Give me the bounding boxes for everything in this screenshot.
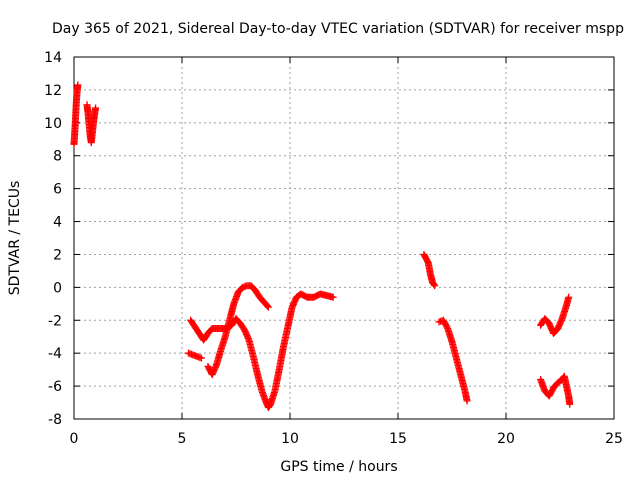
y-axis-label: SDTVAR / TECUs	[7, 181, 23, 296]
x-tick-label: 5	[178, 431, 187, 447]
y-tick-label: 0	[53, 280, 62, 296]
data-point	[74, 81, 82, 89]
data-point	[566, 400, 574, 408]
series-arc-f	[420, 250, 439, 290]
series-arc-c	[184, 349, 205, 362]
y-tick-label: -4	[48, 346, 62, 362]
y-tick-label: 8	[53, 149, 62, 165]
data-point	[431, 282, 439, 290]
x-tick-label: 25	[605, 431, 623, 447]
series-arc-g	[435, 316, 471, 405]
data-point	[463, 397, 471, 405]
data-point	[92, 104, 100, 112]
x-axis-ticks: 0 5 10 15 20 25	[70, 57, 623, 447]
y-tick-label: 10	[44, 116, 62, 132]
y-tick-label: -2	[48, 313, 62, 329]
chart-title: Day 365 of 2021, Sidereal Day-to-day VTE…	[52, 21, 624, 37]
y-tick-label: -8	[48, 412, 62, 428]
x-tick-label: 20	[497, 431, 515, 447]
y-tick-label: 12	[44, 83, 62, 99]
y-tick-label: 14	[44, 50, 62, 66]
data-points	[70, 81, 574, 411]
series-arc-b	[83, 101, 100, 147]
x-tick-label: 15	[389, 431, 407, 447]
x-tick-label: 0	[70, 431, 79, 447]
x-axis-label: GPS time / hours	[280, 459, 397, 475]
data-point	[430, 281, 438, 289]
y-tick-label: 2	[53, 247, 62, 263]
y-tick-label: -6	[48, 379, 62, 395]
y-tick-label: 4	[53, 215, 62, 231]
series-arc-a	[70, 81, 82, 148]
grid-lines	[74, 57, 614, 419]
data-point	[197, 354, 205, 362]
data-point	[264, 303, 272, 311]
data-point	[565, 293, 573, 301]
x-tick-label: 10	[281, 431, 299, 447]
data-point	[264, 302, 272, 310]
y-tick-label: 6	[53, 182, 62, 198]
plot-frame	[73, 56, 615, 420]
series-arc-i	[537, 372, 574, 408]
data-point	[329, 293, 337, 301]
series-arc-e	[204, 282, 272, 379]
series-arc-d	[187, 290, 337, 411]
series-arc-h	[537, 293, 573, 337]
y-axis-ticks: -8 -6 -4 -2 0 2 4 6 8 10 12 14	[44, 50, 614, 428]
